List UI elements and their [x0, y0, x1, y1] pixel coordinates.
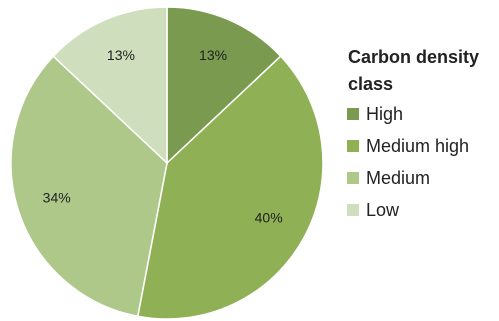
legend-title: Carbon density class	[348, 47, 480, 94]
pie-slice-high	[166, 6, 282, 165]
legend-swatch	[347, 172, 359, 184]
data-label-medium: 34%	[43, 190, 71, 206]
data-label-medium-high: 40%	[255, 210, 283, 226]
data-label-low: 13%	[107, 47, 135, 63]
legend-label: High	[366, 103, 404, 124]
legend: Carbon density class High Medium high Medi…	[347, 44, 499, 226]
legend-item-medium: Medium	[347, 162, 499, 194]
legend-swatch	[347, 140, 359, 152]
legend-swatch	[347, 108, 359, 120]
legend-swatch	[347, 204, 359, 216]
legend-label: Medium	[366, 167, 431, 188]
data-label-high: 13%	[199, 47, 227, 63]
pie-slice-medium-high	[136, 55, 324, 320]
legend-item-low: Low	[347, 194, 499, 226]
legend-label: Low	[366, 199, 400, 220]
legend-item-medium-high: Medium high	[347, 130, 499, 162]
pie-slice-low	[52, 6, 168, 165]
pie-slice-medium	[10, 55, 168, 318]
legend-label: Medium high	[366, 135, 470, 156]
legend-items: High Medium high Medium Low	[347, 98, 499, 226]
legend-item-high: High	[347, 98, 499, 130]
